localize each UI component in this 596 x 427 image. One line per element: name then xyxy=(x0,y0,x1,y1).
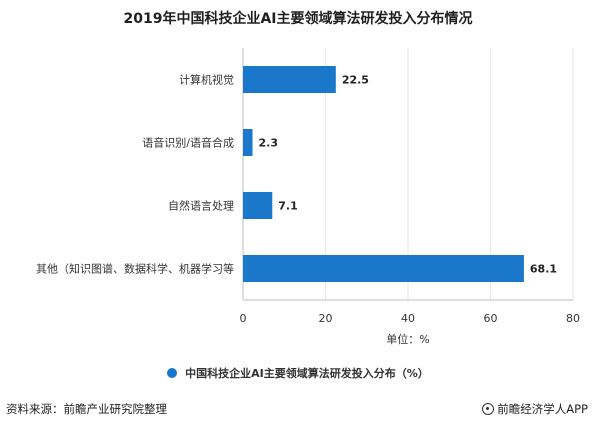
x-tick-label: 40 xyxy=(401,312,415,325)
legend-marker xyxy=(167,368,178,378)
brand-logo-icon xyxy=(482,403,495,415)
bar-chart: 0 20 40 60 80 单位：% 22.5 计算机视觉 2.3 语音识别/语音合成 7.1 自然语… xyxy=(36,48,580,346)
source-note: 资料来源：前瞻产业研究院整理 xyxy=(6,402,167,416)
bar-value-label: 22.5 xyxy=(342,74,369,87)
category-label: 计算机视觉 xyxy=(179,73,234,87)
x-tick-label: 0 xyxy=(240,312,247,325)
x-axis-label: 单位：% xyxy=(386,332,429,346)
legend-label: 中国科技企业AI主要领域算法研发投入分布（%） xyxy=(185,367,429,380)
category-label: 语音识别/语音合成 xyxy=(142,136,234,150)
chart-title: 2019年中国科技企业AI主要领域算法研发投入分布情况 xyxy=(123,11,473,27)
bar-value-label: 7.1 xyxy=(278,200,298,213)
bar-value-label: 68.1 xyxy=(530,263,557,276)
bar xyxy=(243,129,253,156)
brand-credit: 前瞻经济学人APP xyxy=(482,401,588,417)
category-label: 其他（知识图谱、数据科学、机器学习等 xyxy=(36,262,234,276)
x-tick-label: 20 xyxy=(319,312,333,325)
x-tick-label: 80 xyxy=(566,312,580,325)
bar xyxy=(243,66,336,93)
bar xyxy=(243,192,273,219)
category-label: 自然语言处理 xyxy=(168,199,234,213)
legend: 中国科技企业AI主要领域算法研发投入分布（%） xyxy=(0,364,596,382)
brand-label: 前瞻经济学人APP xyxy=(497,402,588,416)
bar-value-label: 2.3 xyxy=(258,137,278,150)
x-tick-label: 60 xyxy=(484,312,498,325)
bar xyxy=(243,255,524,282)
